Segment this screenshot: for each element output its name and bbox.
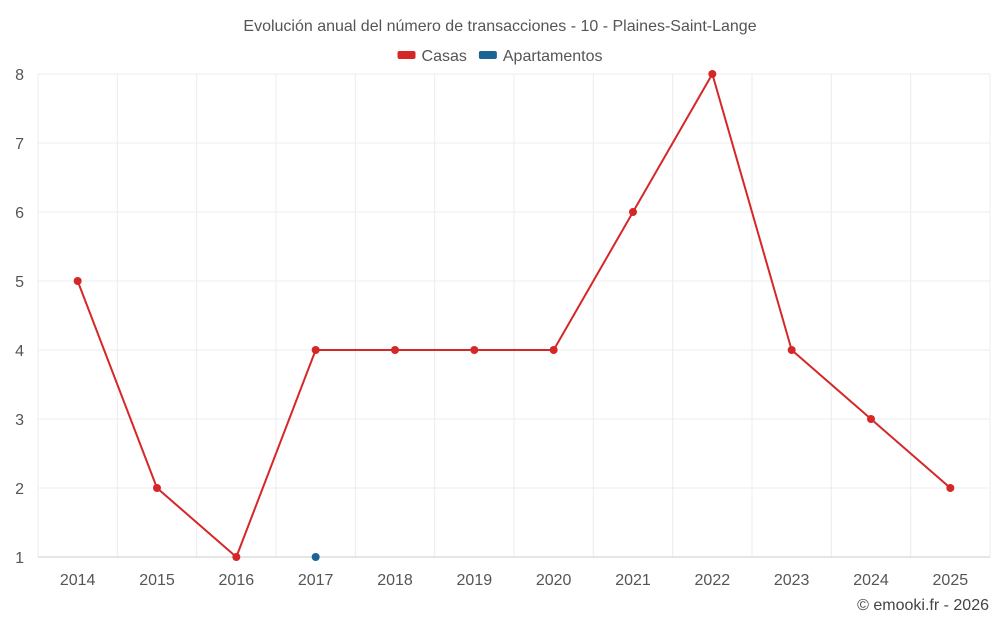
series-apartamentos [311, 553, 320, 561]
data-point[interactable] [629, 208, 637, 216]
x-tick-label: 2025 [933, 572, 969, 589]
y-tick-label: 6 [15, 205, 24, 222]
x-tick-label: 2021 [615, 572, 651, 589]
series-line [76, 73, 951, 558]
series-casas [73, 70, 955, 561]
data-point[interactable] [73, 277, 82, 285]
legend-item-casas[interactable]: Casas [397, 48, 467, 65]
y-tick-label: 5 [15, 274, 24, 291]
legend: Casas Apartamentos [397, 48, 603, 65]
y-tick-label: 7 [15, 136, 24, 153]
axes: 1 2 3 4 5 6 7 8 2014 2015 2016 2017 2018 2019 2020 2021… [15, 67, 990, 589]
x-tick-label: 2015 [139, 572, 175, 589]
data-point[interactable] [311, 346, 320, 354]
x-tick-label: 2023 [774, 572, 810, 589]
data-point[interactable] [708, 70, 717, 78]
data-point[interactable] [867, 415, 875, 423]
legend-item-apartamentos[interactable]: Apartamentos [478, 48, 603, 65]
credit-label: © emooki.fr - 2026 [857, 597, 989, 614]
x-tick-label: 2014 [60, 572, 96, 589]
data-point[interactable] [153, 484, 161, 492]
x-tick-label: 2024 [853, 572, 889, 589]
x-tick-label: 2020 [536, 572, 572, 589]
y-tick-label: 8 [15, 67, 24, 84]
legend-swatch [478, 51, 497, 59]
legend-label: Casas [422, 48, 467, 65]
legend-swatch [397, 51, 416, 59]
y-tick-label: 4 [15, 343, 24, 360]
y-tick-label: 3 [15, 412, 24, 429]
data-point[interactable] [232, 553, 241, 561]
series-layer [73, 70, 955, 561]
data-point[interactable] [311, 553, 320, 561]
grid [37, 73, 991, 557]
x-tick-label: 2017 [298, 572, 334, 589]
x-tick-label: 2022 [695, 572, 731, 589]
x-tick-label: 2018 [377, 572, 413, 589]
data-point[interactable] [470, 346, 479, 354]
data-point[interactable] [391, 346, 399, 354]
y-tick-label: 1 [15, 550, 24, 567]
legend-label: Apartamentos [503, 48, 603, 65]
data-point[interactable] [946, 484, 955, 492]
data-point[interactable] [787, 346, 796, 354]
y-tick-label: 2 [15, 481, 24, 498]
chart-title: Evolución anual del número de transaccio… [243, 18, 756, 35]
x-tick-label: 2016 [219, 572, 255, 589]
data-point[interactable] [549, 346, 558, 354]
x-tick-label: 2019 [457, 572, 493, 589]
